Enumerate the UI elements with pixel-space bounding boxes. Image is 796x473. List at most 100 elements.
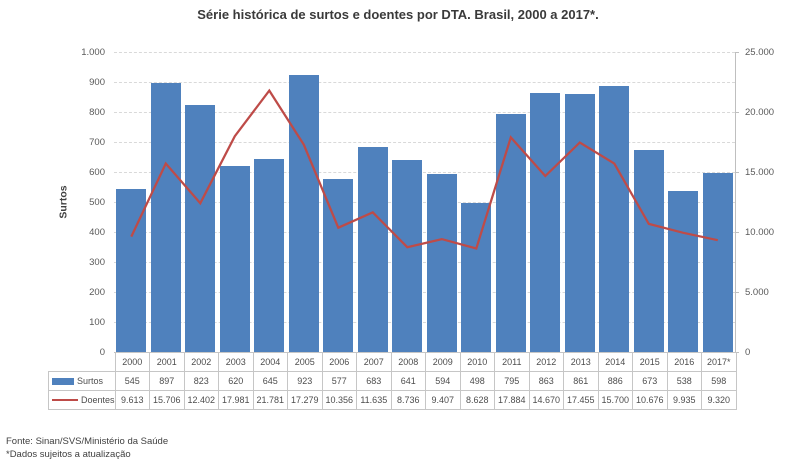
y-right-tick-label: 15.000 — [745, 166, 775, 178]
y-left-tick-label: 0 — [99, 346, 105, 358]
bar-2005 — [288, 75, 319, 352]
doentes-value-cell: 8.628 — [459, 390, 496, 410]
year-cell: 2009 — [425, 352, 461, 372]
table-corner-cell — [49, 353, 116, 372]
bar-2010 — [461, 202, 492, 352]
y-right-tick-mark — [735, 292, 739, 293]
doentes-value-cell: 17.884 — [494, 390, 530, 410]
surtos-value-cell: 861 — [563, 371, 599, 391]
bar-2006 — [323, 178, 354, 352]
surtos-value-cell: 538 — [666, 371, 703, 391]
bar-2017* — [702, 172, 733, 352]
y-right-tick-label: 25.000 — [745, 46, 775, 58]
y-left-tick-label: 500 — [89, 196, 105, 208]
doentes-value-cell: 14.670 — [528, 390, 565, 410]
gridline — [114, 262, 735, 263]
y-left-tick-label: 100 — [89, 316, 105, 328]
surtos-value-cell: 795 — [494, 371, 530, 391]
legend-doentes: Doentes — [48, 390, 116, 410]
y-right-tick-mark — [735, 352, 739, 353]
gridline — [114, 292, 735, 293]
year-cell: 2008 — [390, 352, 427, 372]
y-right-tick-label: 20.000 — [745, 106, 775, 118]
y-left-tick-label: 1.000 — [81, 46, 105, 58]
year-cell: 2017* — [701, 352, 737, 372]
year-cell: 2015 — [632, 352, 668, 372]
y-left-tick-label: 700 — [89, 136, 105, 148]
bar-2014 — [599, 86, 630, 352]
year-cell: 2004 — [252, 352, 289, 372]
gridline — [114, 322, 735, 323]
doentes-value-cell: 15.700 — [597, 390, 634, 410]
y-left-tick-label: 900 — [89, 76, 105, 88]
year-cell: 2006 — [321, 352, 358, 372]
doentes-value-cell: 9.407 — [425, 390, 461, 410]
y-right-tick-mark — [735, 172, 739, 173]
doentes-value-cell: 17.279 — [287, 390, 323, 410]
y-right-tick-label: 0 — [745, 346, 751, 358]
year-cell: 2016 — [666, 352, 703, 372]
doentes-value-cell: 9.935 — [666, 390, 703, 410]
y-right-tick-label: 5.000 — [745, 286, 769, 298]
surtos-value-cell: 673 — [632, 371, 668, 391]
y-left-tick-label: 300 — [89, 256, 105, 268]
bar-2000 — [116, 188, 147, 352]
bar-2003 — [219, 166, 250, 352]
legend-line-swatch-icon — [52, 399, 78, 401]
y-right-tick-mark — [735, 232, 739, 233]
chart-title: Série histórica de surtos e doentes por … — [197, 7, 599, 22]
surtos-value-cell: 577 — [321, 371, 358, 391]
year-cell: 2003 — [218, 352, 254, 372]
source-note: Fonte: Sinan/SVS/Ministério da Saúde — [6, 436, 169, 447]
legend-label: Doentes — [81, 395, 115, 405]
footer: Fonte: Sinan/SVS/Ministério da Saúde *Da… — [6, 435, 168, 461]
surtos-value-cell: 863 — [528, 371, 565, 391]
surtos-value-cell: 886 — [597, 371, 634, 391]
surtos-value-cell: 545 — [114, 371, 151, 391]
y-right-tick-mark — [735, 52, 739, 53]
bar-2008 — [392, 159, 423, 352]
doentes-value-cell: 10.676 — [632, 390, 668, 410]
doentes-value-cell: 10.356 — [321, 390, 358, 410]
bar-2012 — [530, 93, 561, 352]
surtos-value-cell: 641 — [390, 371, 427, 391]
bar-2011 — [495, 113, 526, 352]
doentes-value-cell: 12.402 — [183, 390, 220, 410]
year-cell: 2013 — [563, 352, 599, 372]
doentes-value-cell: 17.981 — [218, 390, 254, 410]
bar-2013 — [564, 93, 595, 352]
bar-2004 — [254, 158, 285, 352]
year-cell: 2011 — [494, 352, 530, 372]
y-left-tick-label: 800 — [89, 106, 105, 118]
doentes-value-cell: 17.455 — [563, 390, 599, 410]
surtos-value-cell: 498 — [459, 371, 496, 391]
gridline — [114, 52, 735, 53]
surtos-value-cell: 923 — [287, 371, 323, 391]
doentes-value-cell: 11.635 — [356, 390, 392, 410]
year-cell: 2010 — [459, 352, 496, 372]
legend-label: Surtos — [77, 376, 104, 386]
surtos-value-cell: 620 — [218, 371, 254, 391]
y-right-tick-label: 10.000 — [745, 226, 775, 238]
bar-2015 — [633, 150, 664, 352]
doentes-value-cell: 21.781 — [252, 390, 289, 410]
plot-area — [114, 52, 736, 353]
year-cell: 2002 — [183, 352, 220, 372]
surtos-value-cell: 823 — [183, 371, 220, 391]
bar-2002 — [185, 105, 216, 352]
year-cell: 2001 — [149, 352, 185, 372]
year-cell: 2000 — [114, 352, 151, 372]
surtos-value-cell: 645 — [252, 371, 289, 391]
surtos-value-cell: 683 — [356, 371, 392, 391]
doentes-value-cell: 9.320 — [701, 390, 737, 410]
bar-2009 — [426, 173, 457, 352]
bar-2001 — [150, 82, 181, 352]
y-right-tick-mark — [735, 112, 739, 113]
doentes-value-cell: 8.736 — [390, 390, 427, 410]
legend-bar-swatch-icon — [52, 377, 74, 385]
update-note: *Dados sujeitos a atualização — [6, 449, 131, 460]
year-cell: 2012 — [528, 352, 565, 372]
data-table: 2000 2001 2002 2003 2004 2005 2006 2007 2008 2009… — [48, 352, 737, 410]
doentes-value-cell: 9.613 — [114, 390, 151, 410]
